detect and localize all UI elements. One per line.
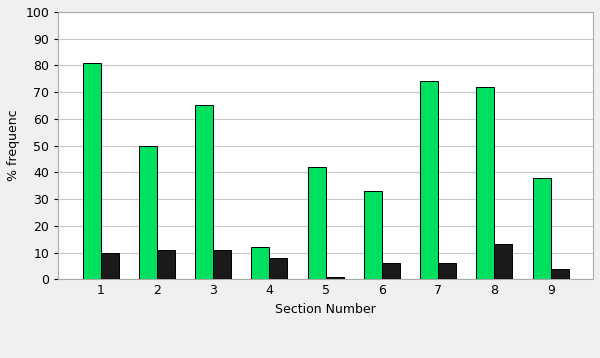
Bar bbox=[269, 258, 287, 279]
Bar bbox=[420, 81, 438, 279]
Bar bbox=[213, 250, 231, 279]
Bar bbox=[382, 263, 400, 279]
Bar bbox=[83, 63, 101, 279]
Bar bbox=[326, 277, 344, 279]
Y-axis label: % frequenc: % frequenc bbox=[7, 110, 20, 182]
X-axis label: Section Number: Section Number bbox=[275, 303, 376, 316]
Bar bbox=[139, 146, 157, 279]
Bar bbox=[533, 178, 551, 279]
Bar bbox=[308, 167, 326, 279]
Bar bbox=[251, 247, 269, 279]
Bar bbox=[494, 245, 512, 279]
Bar bbox=[551, 268, 569, 279]
Bar bbox=[364, 191, 382, 279]
Bar bbox=[101, 252, 119, 279]
Bar bbox=[195, 106, 213, 279]
Bar bbox=[476, 87, 494, 279]
Bar bbox=[157, 250, 175, 279]
Bar bbox=[438, 263, 456, 279]
